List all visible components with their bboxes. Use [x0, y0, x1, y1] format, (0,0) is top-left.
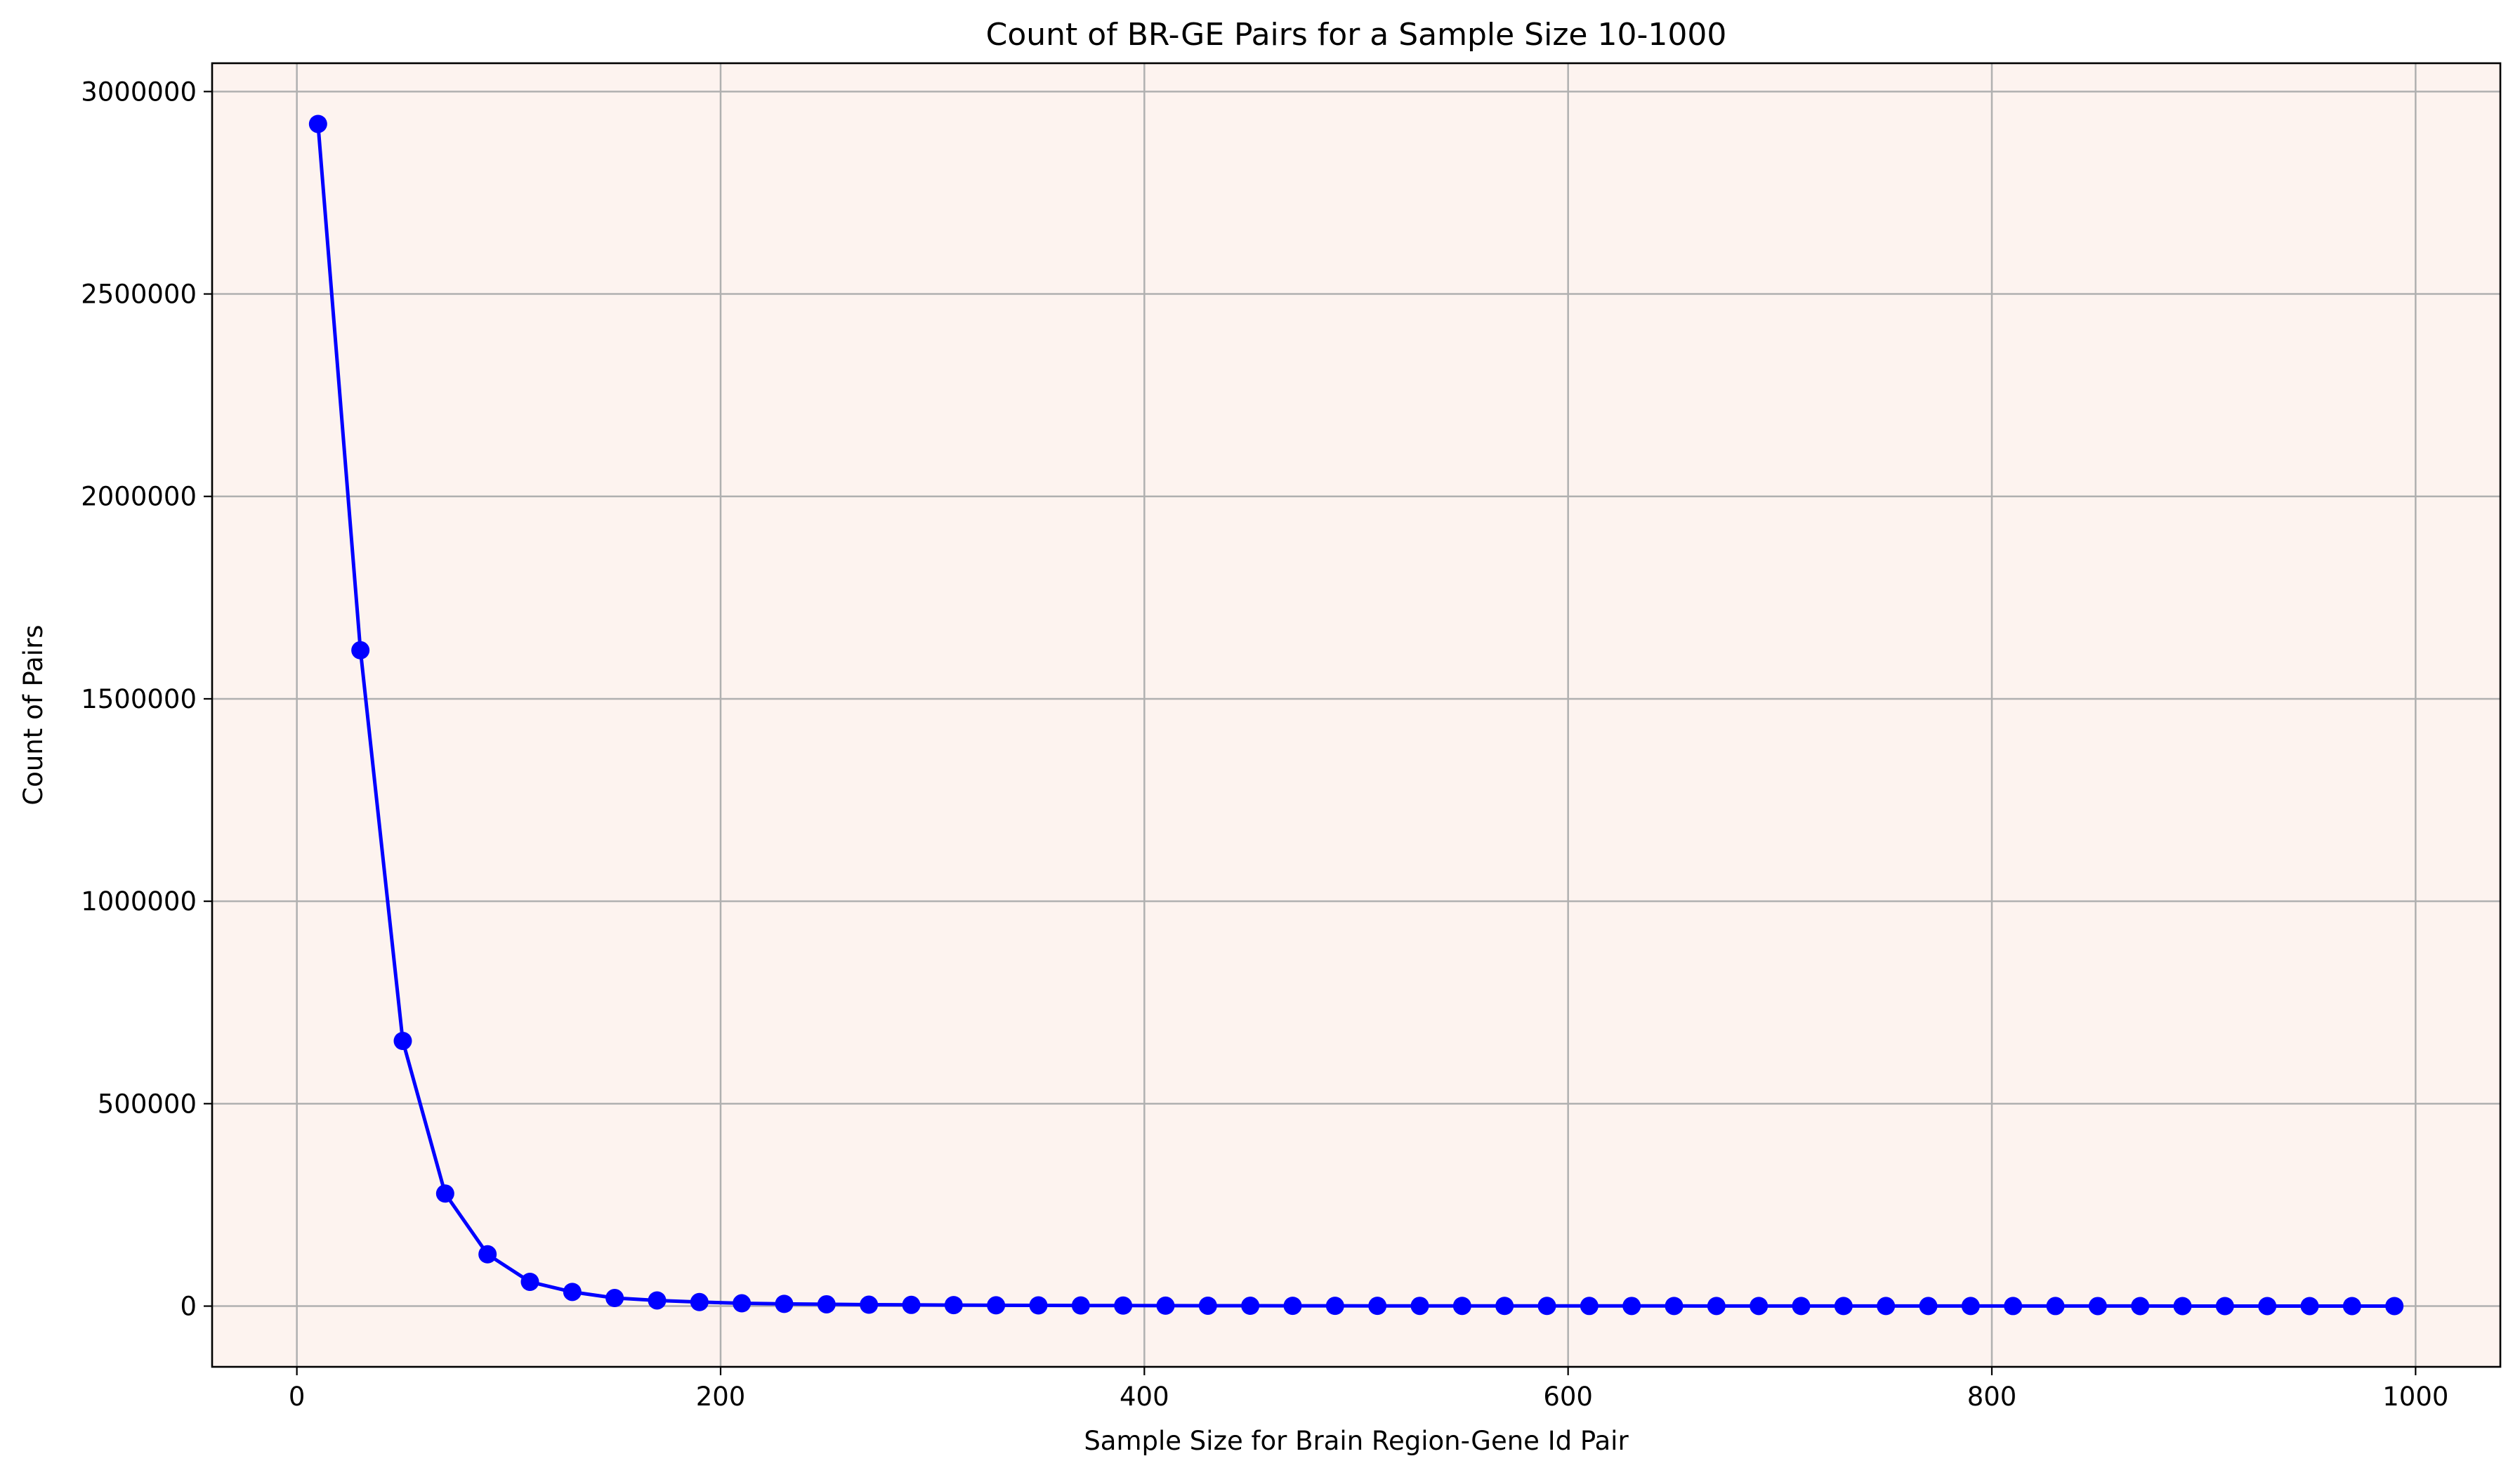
data-point: [1368, 1297, 1387, 1316]
data-point: [1241, 1297, 1260, 1316]
data-point: [1156, 1296, 1175, 1315]
y-tick-label: 2500000: [81, 280, 197, 310]
data-point: [860, 1295, 879, 1314]
data-point: [2088, 1297, 2107, 1316]
y-axis-label: Count of Pairs: [18, 624, 48, 805]
x-tick-label: 0: [289, 1382, 306, 1412]
data-point: [2385, 1297, 2404, 1316]
x-tick-label: 800: [1967, 1382, 2017, 1412]
y-tick-label: 3000000: [81, 77, 197, 107]
data-point: [393, 1032, 412, 1050]
data-point: [817, 1294, 836, 1313]
data-point: [2215, 1297, 2234, 1316]
data-point: [478, 1245, 497, 1264]
data-point: [520, 1272, 539, 1291]
x-tick-label: 400: [1120, 1382, 1169, 1412]
x-tick-label: 1000: [2382, 1382, 2448, 1412]
data-point: [944, 1296, 963, 1315]
y-tick-label: 0: [180, 1292, 197, 1322]
data-point: [1750, 1297, 1768, 1316]
data-point: [2046, 1297, 2065, 1316]
data-point: [1665, 1297, 1684, 1316]
data-point: [1707, 1297, 1726, 1316]
data-point: [987, 1296, 1006, 1315]
chart-title: Count of BR-GE Pairs for a Sample Size 1…: [986, 17, 1727, 53]
data-point: [2300, 1297, 2319, 1316]
data-point: [1495, 1297, 1514, 1316]
x-tick-label: 600: [1543, 1382, 1593, 1412]
data-point: [1537, 1297, 1556, 1316]
x-axis-label: Sample Size for Brain Region-Gene Id Pai…: [1084, 1426, 1629, 1456]
data-point: [1622, 1297, 1641, 1316]
data-point: [1452, 1297, 1471, 1316]
data-point: [1198, 1296, 1217, 1315]
data-point: [775, 1294, 794, 1313]
data-point: [563, 1283, 582, 1302]
data-point: [2173, 1297, 2192, 1316]
series-layer: [308, 114, 2404, 1316]
data-point: [690, 1292, 709, 1311]
plot-background: [212, 63, 2500, 1367]
data-point: [1834, 1297, 1853, 1316]
data-point: [308, 114, 327, 133]
y-axis-ticks: 0 500000 1000000 1500000 2000000 2500000 30000…: [81, 77, 212, 1322]
data-point: [605, 1289, 624, 1308]
y-tick-label: 1500000: [81, 684, 197, 714]
data-point: [902, 1295, 921, 1314]
data-point: [435, 1184, 454, 1203]
y-tick-label: 500000: [98, 1089, 197, 1119]
data-point: [351, 641, 370, 660]
data-point: [1071, 1296, 1090, 1315]
plot-frame: [211, 62, 2502, 1368]
data-point: [1580, 1297, 1599, 1316]
data-point: [1792, 1297, 1811, 1316]
data-point: [648, 1291, 667, 1310]
data-point: [2004, 1297, 2023, 1316]
data-point: [1961, 1297, 1980, 1316]
data-point: [2131, 1297, 2150, 1316]
y-tick-label: 1000000: [81, 886, 197, 917]
data-point: [1325, 1297, 1344, 1316]
grid-lines: [212, 63, 2500, 1367]
x-tick-label: 200: [696, 1382, 746, 1412]
data-point: [1919, 1297, 1938, 1316]
data-point: [1877, 1297, 1896, 1316]
x-axis-ticks: 0 200 400 600 800 1000: [289, 1367, 2448, 1412]
data-point: [2258, 1297, 2277, 1316]
data-point: [2342, 1297, 2361, 1316]
data-point: [1410, 1297, 1429, 1316]
data-point: [733, 1294, 752, 1313]
data-point: [1114, 1296, 1133, 1315]
data-point: [1029, 1296, 1048, 1315]
data-point: [1283, 1297, 1302, 1316]
y-tick-label: 2000000: [81, 482, 197, 512]
